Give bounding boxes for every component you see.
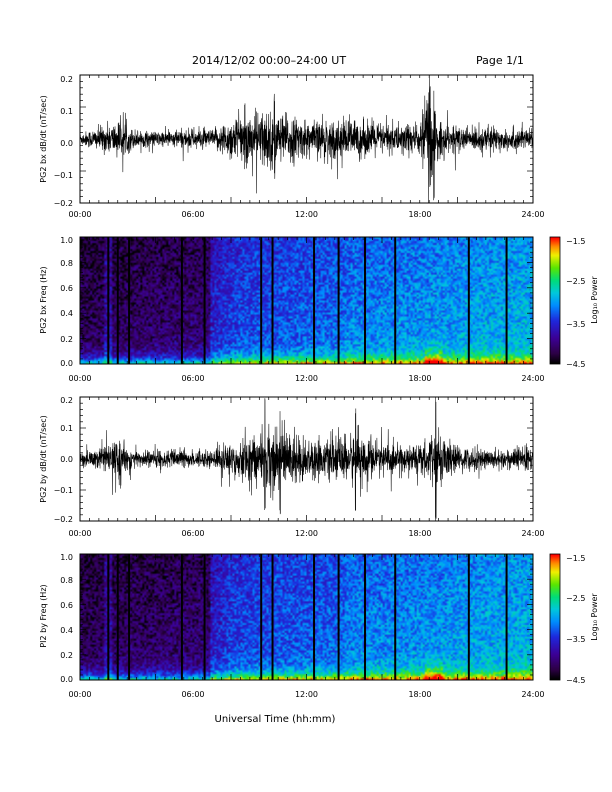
bx-freq-ytick-4: 0.2 — [60, 335, 73, 344]
bx-freq-ytick-1: 0.8 — [60, 259, 73, 268]
by-freq-xtick-4: 24:00 — [521, 690, 544, 699]
by-freq-xtick-1: 06:00 — [181, 690, 204, 699]
by-freq-ylabel: PI2 by Freq (Hz) — [39, 584, 48, 647]
bx-freq-xtick-3: 18:00 — [408, 374, 431, 383]
by-dbdt-ticks — [79, 396, 534, 522]
by-freq-ytick-1: 0.8 — [60, 576, 73, 585]
by-freq-xtick-3: 18:00 — [408, 690, 431, 699]
by-colorbar-image — [550, 554, 560, 680]
bx-dbdt-xtick-0: 00:00 — [68, 210, 91, 219]
bx-freq-xtick-2: 12:00 — [295, 374, 318, 383]
panel-bx-dbdt: PG2 bx dB/dt (nT/sec) 0.2 0.1 0.0 −0.1 −… — [39, 74, 545, 219]
bx-dbdt-ytick-4: −0.2 — [54, 199, 73, 208]
by-dbdt-ytick-3: −0.1 — [54, 486, 73, 495]
by-dbdt-ytick-4: −0.2 — [54, 515, 73, 524]
bx-dbdt-ylabel: PG2 bx dB/dt (nT/sec) — [39, 95, 48, 182]
bx-colorbar-image — [550, 237, 560, 364]
panel-by-dbdt: PG2 by dB/dt (nT/sec) 0.2 0.1 0.0 −0.1 −… — [39, 396, 545, 538]
by-colorbar-tick-1: −2.5 — [566, 594, 585, 603]
bx-freq-xtick-1: 06:00 — [181, 374, 204, 383]
by-spectrogram-image — [80, 554, 533, 680]
bx-dbdt-ytick-3: −0.1 — [54, 171, 73, 180]
by-freq-ytick-3: 0.4 — [60, 626, 73, 635]
by-freq-ytick-4: 0.2 — [60, 651, 73, 660]
bx-freq-xtick-4: 24:00 — [521, 374, 544, 383]
by-dbdt-trace — [79, 397, 534, 521]
bx-dbdt-ytick-2: 0.0 — [60, 139, 73, 148]
bx-colorbar-tick-3: −4.5 — [566, 360, 585, 369]
panel-by-spectrogram: PI2 by Freq (Hz) 1.0 0.8 0.6 0.4 0.2 0.0… — [39, 553, 599, 699]
by-colorbar-tick-3: −4.5 — [566, 676, 585, 685]
by-freq-xtick-2: 12:00 — [295, 690, 318, 699]
bx-dbdt-xtick-4: 24:00 — [521, 210, 544, 219]
bx-dbdt-xtick-2: 12:00 — [295, 210, 318, 219]
by-freq-ytick-5: 0.0 — [60, 675, 73, 684]
by-spectrogram-gaps — [107, 554, 508, 680]
by-spectrogram-ticks — [79, 553, 534, 681]
panel-bx-spectrogram: PG2 bx Freq (Hz) 1.0 0.8 0.6 0.4 0.2 0.0… — [39, 236, 599, 383]
bx-dbdt-ytick-0: 0.2 — [60, 75, 73, 84]
bx-spectrogram-image — [80, 237, 533, 364]
by-dbdt-ytick-0: 0.2 — [60, 396, 73, 405]
by-freq-xtick-0: 00:00 — [68, 690, 91, 699]
bx-dbdt-xtick-1: 06:00 — [181, 210, 204, 219]
by-colorbar-label: Log₁₀ Power — [590, 593, 599, 641]
by-dbdt-xtick-4: 24:00 — [521, 529, 544, 538]
bx-colorbar-tick-2: −3.5 — [566, 320, 585, 329]
bx-spectrogram-ticks — [79, 236, 534, 365]
by-colorbar: −1.5 −2.5 −3.5 −4.5 Log₁₀ Power — [549, 553, 599, 685]
by-dbdt-xtick-3: 18:00 — [408, 529, 431, 538]
bx-spectrogram-gaps — [107, 237, 508, 364]
bx-dbdt-trace — [79, 74, 534, 204]
page-number: Page 1/1 — [476, 54, 524, 67]
by-freq-ytick-0: 1.0 — [60, 553, 73, 562]
bx-freq-ytick-0: 1.0 — [60, 236, 73, 245]
by-dbdt-xtick-2: 12:00 — [295, 529, 318, 538]
bx-freq-ytick-3: 0.4 — [60, 309, 73, 318]
by-dbdt-ytick-1: 0.1 — [60, 424, 73, 433]
x-axis-label: Universal Time (hh:mm) — [215, 714, 336, 725]
bx-colorbar-label: Log₁₀ Power — [590, 276, 599, 324]
bx-dbdt-xtick-3: 18:00 — [408, 210, 431, 219]
bx-freq-ylabel: PG2 bx Freq (Hz) — [39, 266, 48, 333]
bx-colorbar-tick-0: −1.5 — [566, 237, 585, 246]
by-dbdt-xtick-1: 06:00 — [181, 529, 204, 538]
bx-freq-ytick-5: 0.0 — [60, 359, 73, 368]
by-colorbar-tick-0: −1.5 — [566, 554, 585, 563]
bx-dbdt-ytick-1: 0.1 — [60, 107, 73, 116]
bx-colorbar: −1.5 −2.5 −3.5 −4.5 Log₁₀ Power — [549, 236, 599, 369]
page-title: 2014/12/02 00:00–24:00 UT — [192, 54, 347, 67]
by-colorbar-tick-2: −3.5 — [566, 635, 585, 644]
bx-freq-xtick-0: 00:00 — [68, 374, 91, 383]
bx-dbdt-ticks — [79, 74, 534, 204]
by-dbdt-ytick-2: 0.0 — [60, 455, 73, 464]
by-dbdt-xtick-0: 00:00 — [68, 529, 91, 538]
bx-colorbar-tick-1: −2.5 — [566, 277, 585, 286]
by-freq-ytick-2: 0.6 — [60, 601, 73, 610]
by-dbdt-ylabel: PG2 by dB/dt (nT/sec) — [39, 415, 48, 502]
bx-freq-ytick-2: 0.6 — [60, 284, 73, 293]
